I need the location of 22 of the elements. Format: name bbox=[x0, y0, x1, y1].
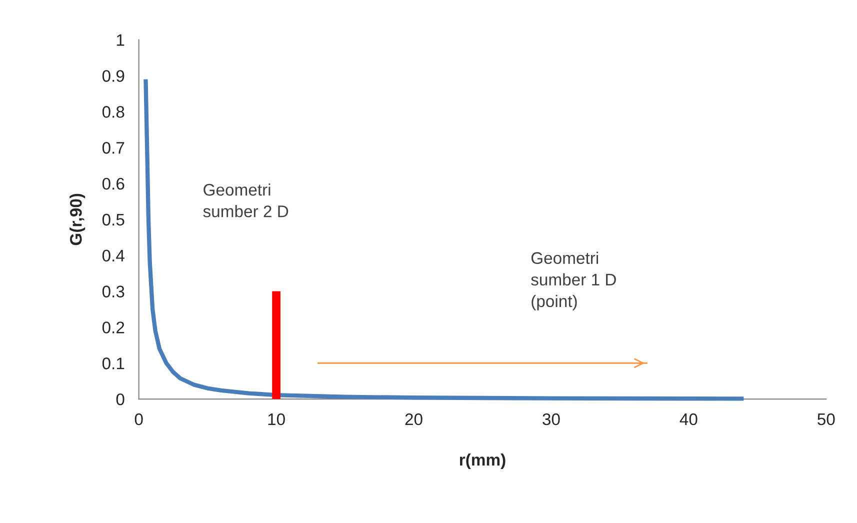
y-tick-label: 0.9 bbox=[102, 70, 124, 82]
x-tick-label: 20 bbox=[405, 413, 422, 426]
y-tick-label: 0.8 bbox=[102, 106, 124, 118]
y-axis-title: G(r,90) bbox=[70, 194, 86, 246]
y-tick-label: 0.1 bbox=[102, 358, 124, 370]
y-tick-label: 0.2 bbox=[102, 322, 124, 334]
y-tick-label: 0.6 bbox=[102, 178, 124, 190]
line-series bbox=[144, 77, 746, 401]
x-axis-title: r(mm) bbox=[460, 453, 506, 470]
y-tick-label: 0.4 bbox=[102, 250, 124, 262]
x-tick-label: 50 bbox=[818, 413, 835, 426]
annotation: Geometri sumber 2 D bbox=[203, 183, 288, 218]
y-tick-label: 0.3 bbox=[102, 286, 124, 298]
y-tick-label: 1 bbox=[116, 34, 124, 46]
x-tick-label: 0 bbox=[134, 413, 143, 426]
x-tick-label: 40 bbox=[680, 413, 698, 426]
annotation: Geometri sumber 1 D (point) bbox=[531, 252, 616, 310]
y-tick-label: 0.5 bbox=[102, 214, 124, 226]
y-tick-label: 0 bbox=[116, 393, 124, 406]
x-tick-label: 10 bbox=[268, 413, 285, 426]
y-tick-label: 0.7 bbox=[102, 142, 124, 154]
x-tick-label: 30 bbox=[542, 413, 560, 426]
